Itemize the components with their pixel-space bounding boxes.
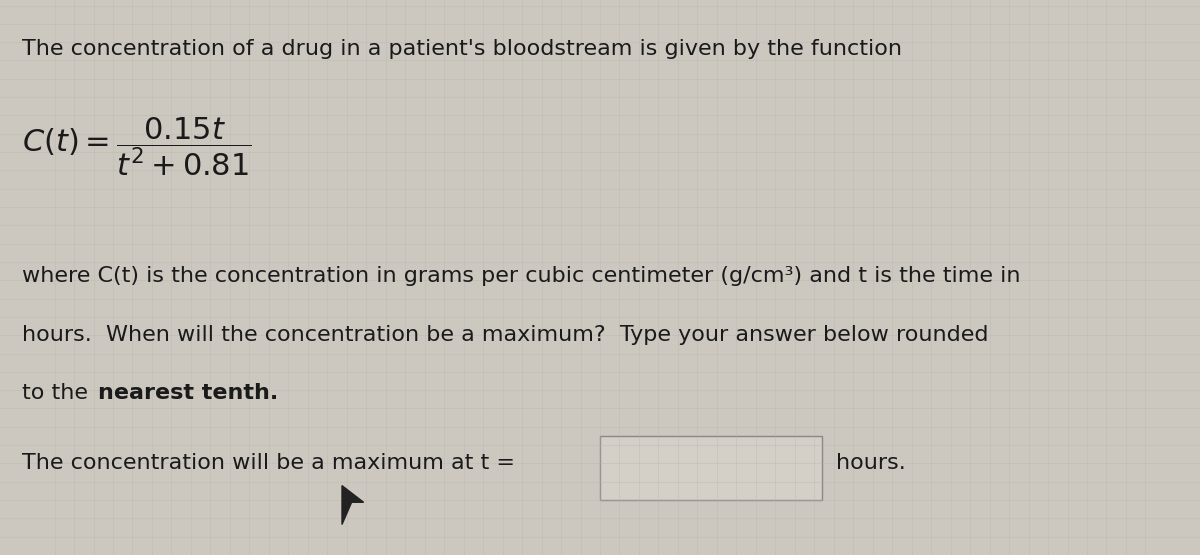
Text: The concentration will be a maximum at t =: The concentration will be a maximum at t… (22, 453, 515, 473)
Text: $C(t) = \dfrac{0.15t}{t^2+0.81}$: $C(t) = \dfrac{0.15t}{t^2+0.81}$ (22, 115, 251, 179)
Text: nearest tenth.: nearest tenth. (98, 383, 278, 403)
Text: where C(t) is the concentration in grams per cubic centimeter (g/cm³) and t is t: where C(t) is the concentration in grams… (22, 266, 1020, 286)
Polygon shape (342, 486, 364, 524)
FancyBboxPatch shape (600, 436, 822, 500)
Text: The concentration of a drug in a patient's bloodstream is given by the function: The concentration of a drug in a patient… (22, 39, 901, 59)
Text: hours.: hours. (836, 453, 906, 473)
Text: to the: to the (22, 383, 95, 403)
Text: hours.  When will the concentration be a maximum?  Type your answer below rounde: hours. When will the concentration be a … (22, 325, 988, 345)
